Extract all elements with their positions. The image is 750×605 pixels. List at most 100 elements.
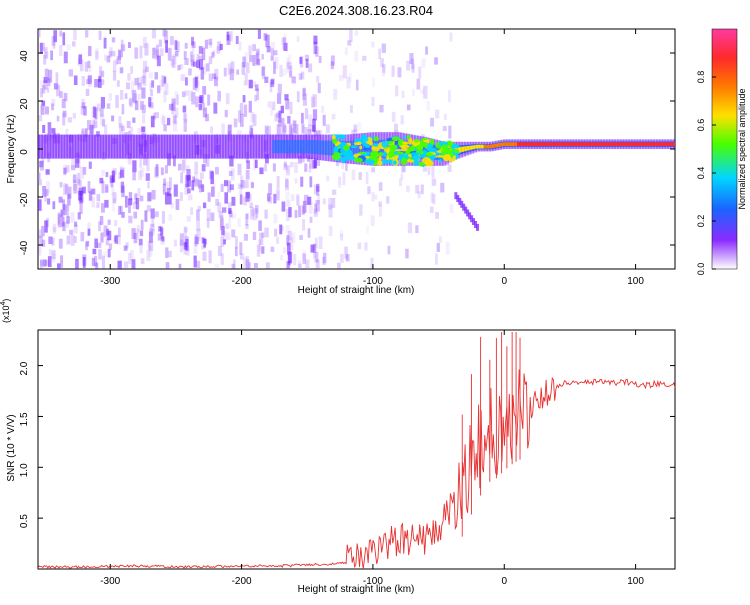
spectrogram-scatter-point <box>169 35 174 46</box>
spectrogram-scatter-point <box>149 102 154 109</box>
spectrogram-scatter-point <box>202 64 207 75</box>
spectrogram-scatter-point <box>400 115 404 125</box>
spectrogram-band-segment <box>169 134 174 159</box>
spectrogram-scatter-point <box>270 78 275 85</box>
spectrogram-band-highlight <box>530 142 536 147</box>
spectrogram-blob <box>331 135 336 140</box>
spectrogram-scatter-point <box>430 192 435 203</box>
spectrogram-scatter-point <box>287 62 292 70</box>
spectrogram-scatter-point <box>108 93 113 101</box>
spectrogram-scatter-point <box>244 180 249 189</box>
spectrogram-band-segment <box>230 134 235 159</box>
spectrogram-x-tick-label: -100 <box>363 276 383 287</box>
spectrogram-scatter-point <box>391 65 395 77</box>
spectrogram-scatter-point <box>93 120 98 128</box>
spectrogram-scatter-point <box>38 229 42 239</box>
spectrogram-scatter-point <box>158 226 162 232</box>
spectrogram-scatter-point <box>228 208 232 214</box>
spectrogram-scatter-point <box>46 87 50 93</box>
spectrogram-band-highlight <box>469 145 475 150</box>
spectrogram-scatter-point <box>302 88 306 101</box>
spectrogram-scatter-point <box>132 160 137 173</box>
spectrogram-scatter-point <box>279 255 284 261</box>
spectrogram-scatter-point <box>434 109 440 119</box>
spectrogram-tail-point <box>462 203 466 211</box>
spectrogram-band-highlight <box>544 142 550 147</box>
spectrogram-scatter-point <box>248 45 252 56</box>
spectrogram-band-segment <box>121 134 127 159</box>
spectrogram-band-core <box>302 140 308 154</box>
spectrogram-scatter-point <box>67 186 72 199</box>
snr-y-tick-label: 2.0 <box>19 361 30 375</box>
spectrogram-scatter-point <box>420 184 424 195</box>
spectrogram-scatter-point <box>435 212 439 219</box>
spectrogram-blob <box>425 138 430 144</box>
spectrogram-band-segment <box>155 134 160 159</box>
spectrogram-scatter-point <box>71 41 76 47</box>
spectrogram-scatter-point <box>51 127 56 134</box>
spectrogram-scatter-point <box>296 91 300 103</box>
spectrogram-band-highlight <box>547 142 553 147</box>
spectrogram-scatter-point <box>370 257 374 269</box>
spectrogram-band-highlight <box>461 146 466 152</box>
spectrogram-scatter-point <box>401 90 405 98</box>
spectrogram-scatter-point <box>341 158 345 169</box>
spectrogram-scatter-point <box>317 82 321 94</box>
spectrogram-scatter-point <box>44 68 49 80</box>
spectrogram-scatter-point <box>343 246 348 259</box>
spectrogram-scatter-point <box>128 204 131 214</box>
spectrogram-scatter-point <box>113 236 117 242</box>
spectrogram-scatter-point <box>96 131 100 137</box>
spectrogram-blob <box>371 145 380 152</box>
spectrogram-scatter-point <box>156 55 161 67</box>
spectrogram-scatter-point <box>166 187 171 197</box>
spectrogram-scatter-point <box>98 30 102 41</box>
spectrogram-scatter-point <box>220 183 224 192</box>
spectrogram-blob <box>396 151 404 155</box>
spectrogram-band-segment <box>219 134 224 159</box>
spectrogram-x-label: Height of straight line (km) <box>298 285 415 296</box>
spectrogram-scatter-point <box>88 161 92 169</box>
spectrogram-blob <box>443 153 451 159</box>
snr-marks <box>38 332 675 569</box>
spectrogram-band-highlight <box>644 142 650 147</box>
spectrogram-scatter-point <box>94 107 98 120</box>
spectrogram-scatter-point <box>85 240 90 247</box>
spectrogram-scatter-point <box>38 29 41 38</box>
spectrogram-scatter-point <box>134 100 139 111</box>
spectrogram-scatter-point <box>340 253 344 263</box>
spectrogram-scatter-point <box>116 234 121 245</box>
spectrogram-scatter-point <box>133 211 138 219</box>
spectrogram-band-highlight <box>505 142 511 147</box>
spectrogram-band-segment <box>227 134 233 159</box>
spectrogram-scatter-point <box>63 167 67 175</box>
spectrogram-scatter-point <box>91 196 96 208</box>
spectrogram-scatter-point <box>142 74 147 87</box>
spectrogram-tail-point <box>458 197 462 205</box>
spectrogram-scatter-point <box>107 248 111 258</box>
spectrogram-scatter-point <box>219 215 224 228</box>
spectrogram-scatter-point <box>38 115 43 122</box>
spectrogram-scatter-point <box>131 81 135 94</box>
spectrogram-scatter-point <box>70 212 75 223</box>
spectrogram-scatter-point <box>256 58 261 66</box>
spectrogram-scatter-point <box>174 107 179 118</box>
spectrogram-scatter-point <box>286 165 291 176</box>
spectrogram-scatter-point <box>174 50 179 57</box>
spectrogram-scatter-point <box>182 105 187 113</box>
spectrogram-band-segment <box>58 134 63 159</box>
spectrogram-scatter-point <box>186 216 191 222</box>
spectrogram-scatter-point <box>296 195 300 207</box>
spectrogram-scatter-point <box>278 110 282 123</box>
spectrogram-scatter-point <box>166 181 172 190</box>
spectrogram-scatter-point <box>90 188 94 195</box>
spectrogram-blob <box>333 147 339 153</box>
spectrogram-band-highlight <box>664 142 669 147</box>
spectrogram-scatter-point <box>307 128 312 135</box>
spectrogram-scatter-point <box>386 196 390 204</box>
spectrogram-scatter-point <box>274 113 279 122</box>
spectrogram-scatter-point <box>299 56 303 64</box>
spectrogram-scatter-point <box>235 236 238 249</box>
spectrogram-scatter-point <box>168 214 173 221</box>
